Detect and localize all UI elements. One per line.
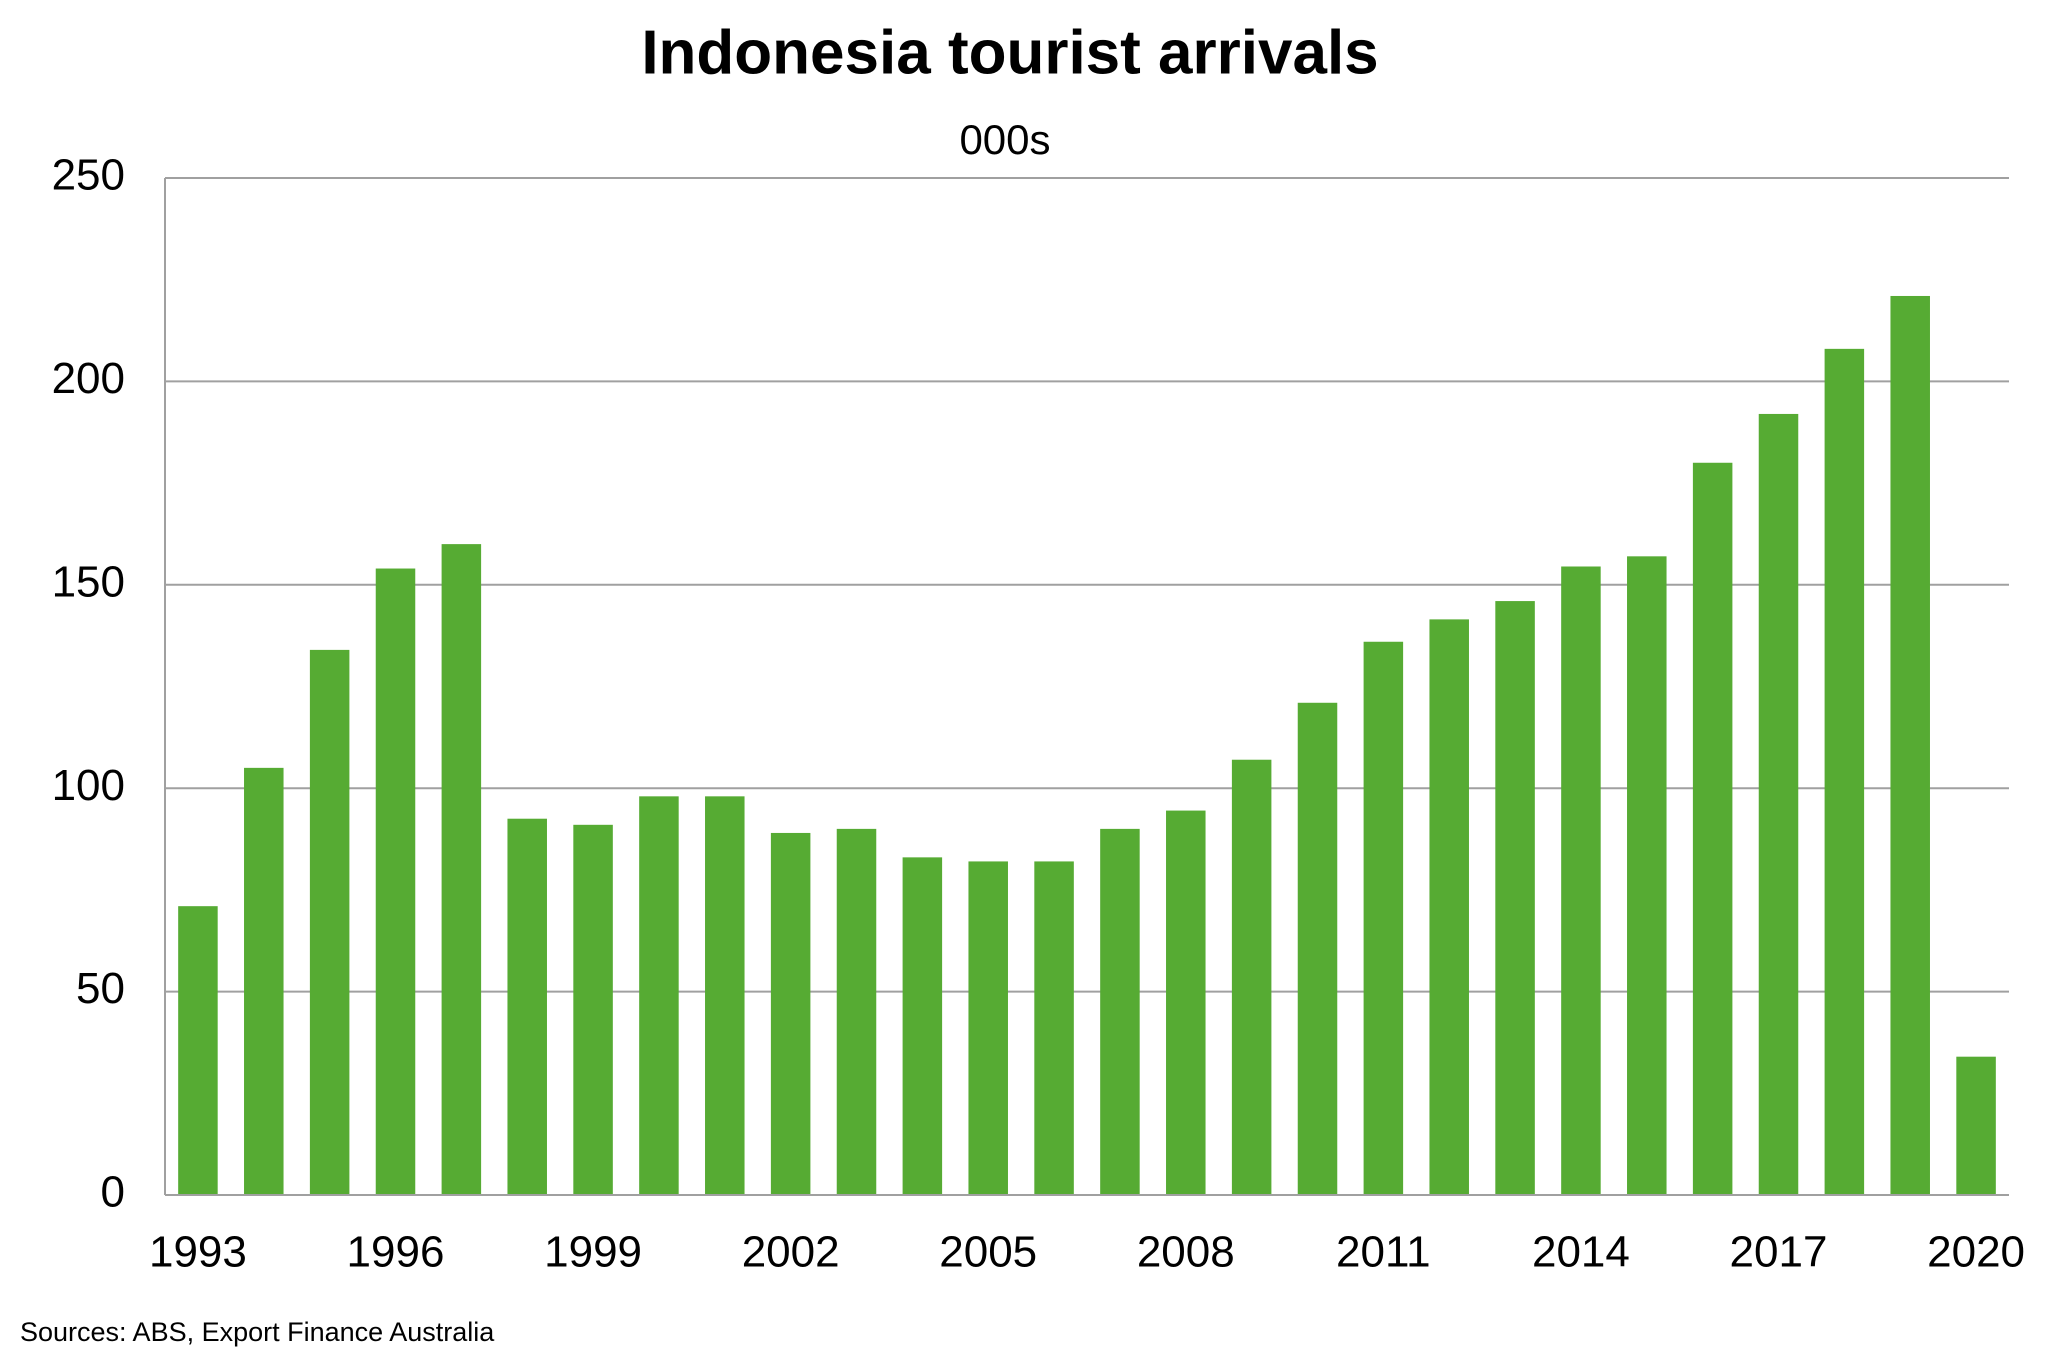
bar <box>573 824 613 1195</box>
bar <box>1758 413 1799 1196</box>
x-tick-label: 1996 <box>347 1228 445 1277</box>
bar <box>507 818 547 1195</box>
y-tick-label: 100 <box>52 761 125 810</box>
bar <box>441 544 482 1195</box>
bar <box>1231 759 1272 1195</box>
y-tick-label: 200 <box>52 354 125 403</box>
bar <box>178 906 218 1195</box>
x-tick-label: 2011 <box>1336 1228 1431 1277</box>
bar <box>375 568 416 1195</box>
y-tick-label: 250 <box>52 151 125 200</box>
y-tick-label: 150 <box>52 557 125 606</box>
x-tick-label: 2014 <box>1532 1228 1630 1277</box>
bar <box>1561 566 1601 1195</box>
bar <box>770 832 811 1195</box>
bar <box>705 796 745 1195</box>
bar <box>244 767 284 1195</box>
x-tick-label: 2002 <box>742 1228 840 1277</box>
y-tick-label: 50 <box>76 964 125 1013</box>
x-tick-label: 1993 <box>149 1228 247 1277</box>
y-tick-label: 0 <box>101 1168 125 1217</box>
x-tick-label: 2008 <box>1137 1228 1235 1277</box>
bar <box>1495 601 1535 1195</box>
bar <box>639 796 679 1195</box>
x-tick-label: 2017 <box>1730 1228 1828 1277</box>
chart-title: Indonesia tourist arrivals <box>641 18 1378 87</box>
bar <box>1627 556 1667 1195</box>
x-tick-label: 2005 <box>939 1228 1037 1277</box>
bar <box>836 828 877 1195</box>
bar <box>1100 828 1140 1195</box>
bar <box>1956 1056 1996 1195</box>
bar <box>1429 619 1469 1195</box>
bar <box>1890 295 1930 1195</box>
chart-subtitle: 000s <box>959 116 1050 163</box>
bar <box>1034 861 1074 1195</box>
x-tick-label: 1999 <box>544 1228 642 1277</box>
bar <box>1824 348 1865 1196</box>
source-note: Sources: ABS, Export Finance Australia <box>20 1317 495 1347</box>
bar <box>1166 810 1206 1195</box>
bar <box>1297 702 1338 1195</box>
bar <box>902 857 943 1195</box>
bar <box>1692 462 1733 1195</box>
x-tick-label: 2020 <box>1927 1228 2025 1277</box>
bar <box>309 649 350 1195</box>
bar <box>1363 641 1404 1195</box>
bar <box>968 861 1008 1195</box>
